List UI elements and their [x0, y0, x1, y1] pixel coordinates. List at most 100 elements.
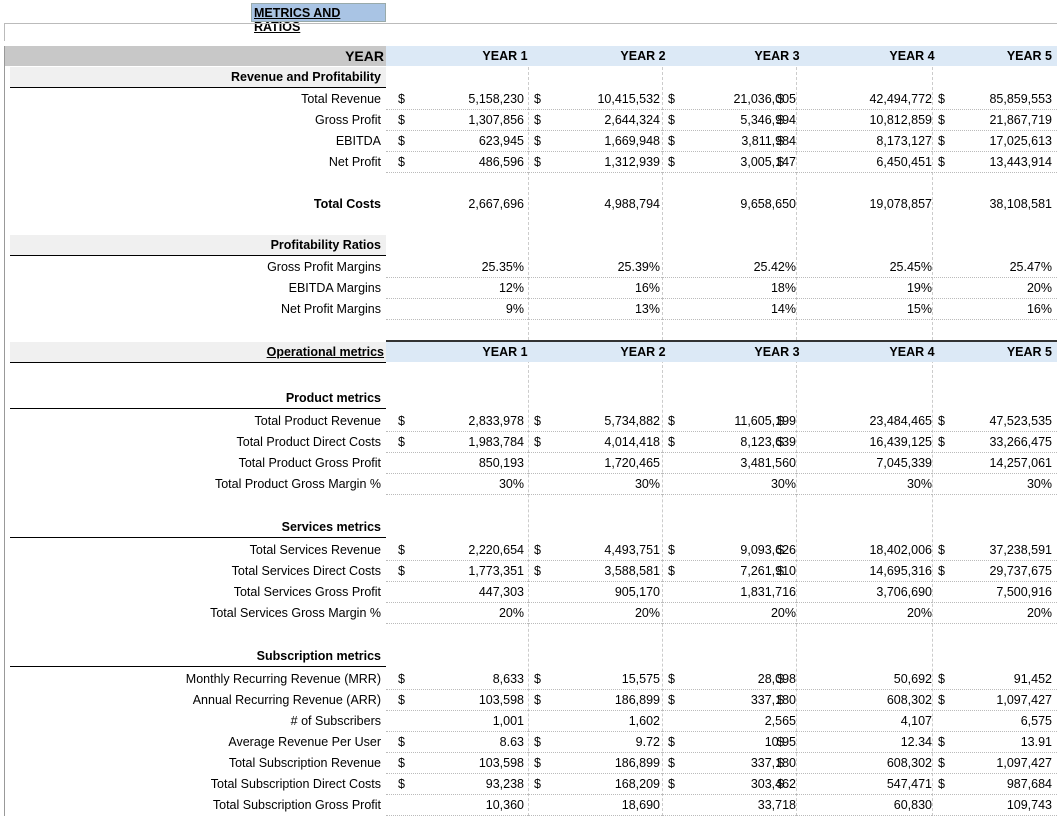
services-row-3-value-4[interactable]: 3,706,690: [876, 585, 932, 599]
product-row-4-value-2[interactable]: 30%: [634, 477, 660, 491]
services-row-3-value-3[interactable]: 1,831,716: [740, 585, 796, 599]
ratio-row-2-value-2[interactable]: 16%: [634, 281, 660, 295]
ratio-row-2-value-5[interactable]: 20%: [1026, 281, 1052, 295]
subscription-row-1-value-5[interactable]: 91,452: [1013, 672, 1052, 686]
subscription-row-6-value-2[interactable]: 168,209: [614, 777, 660, 791]
subscription-row-4-value-4[interactable]: 12.34: [900, 735, 932, 749]
subscription-row-2-value-2[interactable]: 186,899: [614, 693, 660, 707]
year-header-4[interactable]: YEAR 4: [889, 345, 935, 359]
services-row-3-value-2[interactable]: 905,170: [614, 585, 660, 599]
subscription-row-2-value-3[interactable]: 337,180: [750, 693, 796, 707]
revenue-row-1-value-3[interactable]: 21,036,005: [733, 92, 796, 106]
subscription-row-5-value-4[interactable]: 608,302: [886, 756, 932, 770]
revenue-row-4-value-1[interactable]: 486,596: [478, 155, 524, 169]
services-row-2-value-4[interactable]: 14,695,316: [869, 564, 932, 578]
subscription-row-5-value-1[interactable]: 103,598: [478, 756, 524, 770]
subscription-row-3-value-3[interactable]: 2,565: [764, 714, 796, 728]
revenue-row-1-value-2[interactable]: 10,415,532: [597, 92, 660, 106]
product-row-2-value-4[interactable]: 16,439,125: [869, 435, 932, 449]
services-row-1-value-3[interactable]: 9,093,626: [740, 543, 796, 557]
subscription-row-2-value-1[interactable]: 103,598: [478, 693, 524, 707]
ratio-row-3-value-3[interactable]: 14%: [770, 302, 796, 316]
subscription-row-6-value-4[interactable]: 547,471: [886, 777, 932, 791]
ratio-row-1-value-5[interactable]: 25.47%: [1009, 260, 1052, 274]
revenue-row-3-value-1[interactable]: 623,945: [478, 134, 524, 148]
subscription-row-5-value-5[interactable]: 1,097,427: [996, 756, 1052, 770]
year-header-2[interactable]: YEAR 2: [620, 49, 666, 63]
year-header-3[interactable]: YEAR 3: [754, 345, 800, 359]
services-row-4-value-3[interactable]: 20%: [770, 606, 796, 620]
subscription-row-4-value-2[interactable]: 9.72: [635, 735, 660, 749]
revenue-row-2-value-5[interactable]: 21,867,719: [989, 113, 1052, 127]
total-costs-row-value-1[interactable]: 2,667,696: [468, 197, 524, 211]
revenue-row-3-value-2[interactable]: 1,669,948: [604, 134, 660, 148]
year-header-5[interactable]: YEAR 5: [1006, 49, 1052, 63]
product-row-2-value-2[interactable]: 4,014,418: [604, 435, 660, 449]
subscription-row-7-value-4[interactable]: 60,830: [893, 798, 932, 812]
subscription-row-2-value-4[interactable]: 608,302: [886, 693, 932, 707]
subscription-row-7-value-5[interactable]: 109,743: [1006, 798, 1052, 812]
ratio-row-3-value-5[interactable]: 16%: [1026, 302, 1052, 316]
services-row-1-value-2[interactable]: 4,493,751: [604, 543, 660, 557]
services-row-3-value-5[interactable]: 7,500,916: [996, 585, 1052, 599]
revenue-row-3-value-5[interactable]: 17,025,613: [989, 134, 1052, 148]
revenue-row-4-value-2[interactable]: 1,312,939: [604, 155, 660, 169]
subscription-row-3-value-4[interactable]: 4,107: [900, 714, 932, 728]
subscription-row-5-value-3[interactable]: 337,180: [750, 756, 796, 770]
subscription-row-1-value-4[interactable]: 50,692: [893, 672, 932, 686]
product-row-1-value-2[interactable]: 5,734,882: [604, 414, 660, 428]
product-row-1-value-1[interactable]: 2,833,978: [468, 414, 524, 428]
revenue-row-1-value-5[interactable]: 85,859,553: [989, 92, 1052, 106]
services-row-4-value-1[interactable]: 20%: [498, 606, 524, 620]
ratio-row-2-value-1[interactable]: 12%: [498, 281, 524, 295]
services-row-2-value-5[interactable]: 29,737,675: [989, 564, 1052, 578]
revenue-row-4-value-5[interactable]: 13,443,914: [989, 155, 1052, 169]
subscription-row-6-value-5[interactable]: 987,684: [1006, 777, 1052, 791]
subscription-row-3-value-1[interactable]: 1,001: [492, 714, 524, 728]
ratio-row-2-value-3[interactable]: 18%: [770, 281, 796, 295]
ratio-row-3-value-2[interactable]: 13%: [634, 302, 660, 316]
product-row-2-value-3[interactable]: 8,123,639: [740, 435, 796, 449]
subscription-row-3-value-5[interactable]: 6,575: [1020, 714, 1052, 728]
revenue-row-2-value-4[interactable]: 10,812,859: [869, 113, 932, 127]
ratio-row-2-value-4[interactable]: 19%: [906, 281, 932, 295]
subscription-row-4-value-5[interactable]: 13.91: [1020, 735, 1052, 749]
services-row-2-value-3[interactable]: 7,261,910: [740, 564, 796, 578]
subscription-row-7-value-3[interactable]: 33,718: [757, 798, 796, 812]
revenue-row-2-value-1[interactable]: 1,307,856: [468, 113, 524, 127]
subscription-row-2-value-5[interactable]: 1,097,427: [996, 693, 1052, 707]
subscription-row-1-value-3[interactable]: 28,098: [757, 672, 796, 686]
total-costs-row-value-5[interactable]: 38,108,581: [989, 197, 1052, 211]
product-row-3-value-3[interactable]: 3,481,560: [740, 456, 796, 470]
revenue-row-3-value-3[interactable]: 3,811,984: [741, 134, 796, 148]
subscription-row-6-value-1[interactable]: 93,238: [485, 777, 524, 791]
services-row-4-value-4[interactable]: 20%: [906, 606, 932, 620]
subscription-row-7-value-1[interactable]: 10,360: [485, 798, 524, 812]
subscription-row-3-value-2[interactable]: 1,602: [628, 714, 660, 728]
year-header-4[interactable]: YEAR 4: [889, 49, 935, 63]
product-row-4-value-1[interactable]: 30%: [498, 477, 524, 491]
ratio-row-1-value-3[interactable]: 25.42%: [753, 260, 796, 274]
subscription-row-6-value-3[interactable]: 303,462: [750, 777, 796, 791]
product-row-2-value-5[interactable]: 33,266,475: [989, 435, 1052, 449]
ratio-row-1-value-1[interactable]: 25.35%: [481, 260, 524, 274]
revenue-row-1-value-1[interactable]: 5,158,230: [468, 92, 524, 106]
year-header-5[interactable]: YEAR 5: [1006, 345, 1052, 359]
ratio-row-1-value-4[interactable]: 25.45%: [889, 260, 932, 274]
revenue-row-2-value-2[interactable]: 2,644,324: [604, 113, 660, 127]
year-header-1[interactable]: YEAR 1: [482, 345, 528, 359]
subscription-row-4-value-3[interactable]: 10.95: [764, 735, 796, 749]
services-row-4-value-5[interactable]: 20%: [1026, 606, 1052, 620]
revenue-row-4-value-3[interactable]: 3,005,147: [740, 155, 796, 169]
year-header-1[interactable]: YEAR 1: [482, 49, 528, 63]
total-costs-row-value-2[interactable]: 4,988,794: [604, 197, 660, 211]
year-header-2[interactable]: YEAR 2: [620, 345, 666, 359]
product-row-3-value-4[interactable]: 7,045,339: [876, 456, 932, 470]
ratio-row-3-value-1[interactable]: 9%: [505, 302, 524, 316]
product-row-3-value-5[interactable]: 14,257,061: [989, 456, 1052, 470]
product-row-2-value-1[interactable]: 1,983,784: [468, 435, 524, 449]
subscription-row-1-value-1[interactable]: 8,633: [492, 672, 524, 686]
product-row-4-value-4[interactable]: 30%: [906, 477, 932, 491]
revenue-row-4-value-4[interactable]: 6,450,451: [876, 155, 932, 169]
product-row-4-value-5[interactable]: 30%: [1026, 477, 1052, 491]
